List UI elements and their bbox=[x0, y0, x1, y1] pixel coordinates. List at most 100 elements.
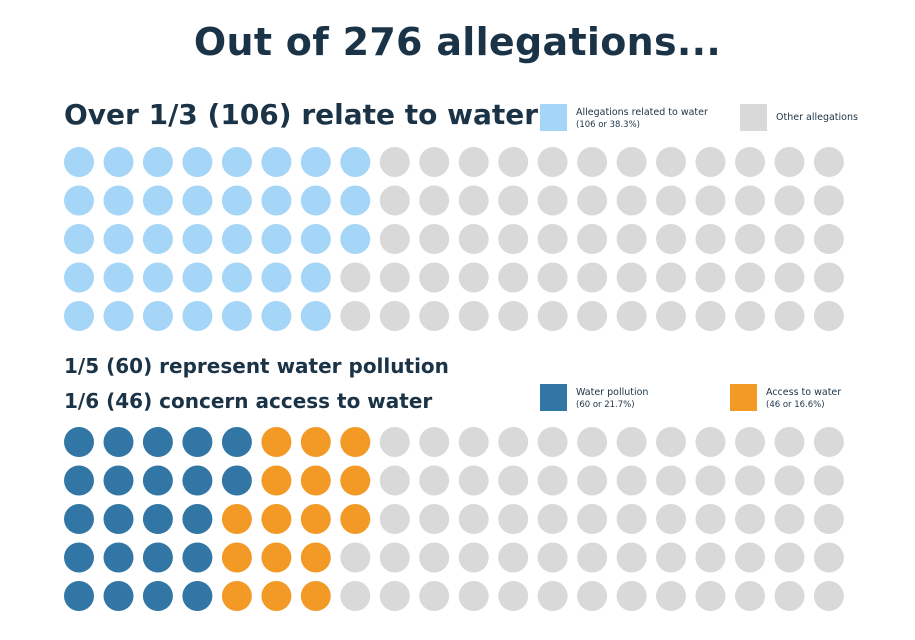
waffle-dot-other-allegations bbox=[616, 504, 647, 534]
waffle-dot-other-allegations bbox=[735, 465, 765, 496]
waffle-dot-other-allegations bbox=[537, 542, 568, 573]
waffle-dot-water-pollution bbox=[182, 504, 213, 534]
waffle-dot-other-allegations bbox=[695, 185, 726, 216]
waffle-dot-access-to-water bbox=[340, 427, 371, 457]
waffle-dot-allegations-related-to-water bbox=[300, 147, 331, 177]
waffle-dot-other-allegations bbox=[498, 185, 529, 216]
waffle-dot-other-allegations bbox=[458, 542, 489, 573]
waffle-dot-other-allegations bbox=[498, 147, 529, 177]
waffle-dot-allegations-related-to-water bbox=[300, 185, 331, 216]
waffle-dot-access-to-water bbox=[221, 581, 252, 611]
waffle-dot-allegations-related-to-water bbox=[103, 185, 134, 216]
waffle-dot-other-allegations bbox=[458, 465, 489, 496]
waffle-dot-other-allegations bbox=[774, 427, 805, 457]
waffle-dot-other-allegations bbox=[577, 224, 608, 254]
waffle-dot-allegations-related-to-water bbox=[261, 185, 292, 216]
legend-label-other: Other allegations bbox=[776, 112, 858, 123]
waffle-dot-allegations-related-to-water bbox=[64, 262, 94, 293]
waffle-dot-allegations-related-to-water bbox=[300, 301, 331, 331]
waffle-dot-other-allegations bbox=[458, 504, 489, 534]
waffle-dot-other-allegations bbox=[616, 581, 647, 611]
waffle-dot-allegations-related-to-water bbox=[142, 224, 173, 254]
waffle-dot-other-allegations bbox=[537, 581, 568, 611]
waffle-dot-other-allegations bbox=[537, 427, 568, 457]
waffle-dot-other-allegations bbox=[577, 301, 608, 331]
waffle-dot-allegations-related-to-water bbox=[221, 224, 252, 254]
waffle-dot-allegations-related-to-water bbox=[300, 224, 331, 254]
waffle-dot-water-pollution bbox=[64, 504, 94, 534]
waffle-dot-other-allegations bbox=[656, 504, 686, 534]
waffle-dot-other-allegations bbox=[419, 465, 450, 496]
waffle-dot-other-allegations bbox=[458, 147, 489, 177]
waffle-dot-other-allegations bbox=[577, 185, 608, 216]
waffle-dot-other-allegations bbox=[735, 427, 765, 457]
waffle-dot-other-allegations bbox=[735, 504, 765, 534]
waffle-dot-other-allegations bbox=[537, 262, 568, 293]
waffle-dot-other-allegations bbox=[656, 581, 686, 611]
waffle-dot-other-allegations bbox=[458, 224, 489, 254]
legend-swatch-pollution bbox=[540, 384, 567, 411]
waffle-dot-other-allegations bbox=[695, 224, 726, 254]
waffle-dot-other-allegations bbox=[656, 262, 686, 293]
waffle-chart-water bbox=[64, 147, 844, 331]
waffle-dot-other-allegations bbox=[537, 147, 568, 177]
waffle-dot-other-allegations bbox=[537, 301, 568, 331]
waffle-dot-allegations-related-to-water bbox=[103, 147, 134, 177]
waffle-dot-allegations-related-to-water bbox=[221, 185, 252, 216]
waffle-dot-other-allegations bbox=[419, 224, 450, 254]
waffle-dot-allegations-related-to-water bbox=[182, 147, 213, 177]
waffle-dot-other-allegations bbox=[577, 542, 608, 573]
waffle-dot-other-allegations bbox=[498, 465, 529, 496]
waffle-dot-allegations-related-to-water bbox=[261, 147, 292, 177]
waffle-dot-access-to-water bbox=[261, 465, 292, 496]
waffle-dot-other-allegations bbox=[813, 301, 844, 331]
waffle-dot-other-allegations bbox=[379, 504, 410, 534]
waffle-dot-other-allegations bbox=[695, 581, 726, 611]
waffle-dot-water-pollution bbox=[142, 465, 173, 496]
waffle-dot-water-pollution bbox=[182, 465, 213, 496]
waffle-dot-other-allegations bbox=[774, 542, 805, 573]
waffle-dot-other-allegations bbox=[774, 301, 805, 331]
waffle-dot-other-allegations bbox=[340, 301, 371, 331]
waffle-dot-other-allegations bbox=[656, 185, 686, 216]
waffle-dot-water-pollution bbox=[182, 427, 213, 457]
waffle-dot-allegations-related-to-water bbox=[221, 147, 252, 177]
waffle-dot-other-allegations bbox=[537, 185, 568, 216]
waffle-dot-allegations-related-to-water bbox=[103, 224, 134, 254]
waffle-dot-other-allegations bbox=[577, 427, 608, 457]
waffle-dot-other-allegations bbox=[616, 542, 647, 573]
waffle-dot-other-allegations bbox=[458, 262, 489, 293]
waffle-dot-access-to-water bbox=[221, 504, 252, 534]
waffle-dot-allegations-related-to-water bbox=[182, 185, 213, 216]
legend-swatch-other bbox=[740, 104, 767, 131]
waffle-dot-allegations-related-to-water bbox=[64, 301, 94, 331]
waffle-dot-other-allegations bbox=[735, 542, 765, 573]
waffle-dot-other-allegations bbox=[616, 427, 647, 457]
waffle-dot-other-allegations bbox=[419, 427, 450, 457]
waffle-dot-other-allegations bbox=[498, 262, 529, 293]
waffle-dot-other-allegations bbox=[695, 427, 726, 457]
waffle-dot-other-allegations bbox=[616, 262, 647, 293]
legend-label-pollution: Water pollution bbox=[576, 387, 649, 398]
waffle-dot-other-allegations bbox=[577, 504, 608, 534]
waffle-dot-other-allegations bbox=[577, 147, 608, 177]
waffle-dot-other-allegations bbox=[379, 427, 410, 457]
waffle-dot-other-allegations bbox=[577, 581, 608, 611]
waffle-dot-water-pollution bbox=[142, 581, 173, 611]
waffle-dot-other-allegations bbox=[340, 581, 371, 611]
waffle-dot-allegations-related-to-water bbox=[142, 185, 173, 216]
legend-label-water: Allegations related to water bbox=[576, 107, 708, 118]
waffle-dot-other-allegations bbox=[419, 262, 450, 293]
legend-sub-pollution: (60 or 21.7%) bbox=[576, 400, 635, 410]
waffle-dot-other-allegations bbox=[379, 147, 410, 177]
waffle-dot-allegations-related-to-water bbox=[142, 262, 173, 293]
waffle-dot-other-allegations bbox=[616, 185, 647, 216]
waffle-dot-other-allegations bbox=[419, 581, 450, 611]
waffle-dot-allegations-related-to-water bbox=[221, 301, 252, 331]
waffle-dot-allegations-related-to-water bbox=[340, 224, 371, 254]
waffle-dot-other-allegations bbox=[379, 224, 410, 254]
waffle-dot-access-to-water bbox=[340, 465, 371, 496]
access-heading: 1/6 (46) concern access to water bbox=[64, 389, 433, 413]
waffle-dot-other-allegations bbox=[379, 581, 410, 611]
waffle-dot-water-pollution bbox=[142, 542, 173, 573]
